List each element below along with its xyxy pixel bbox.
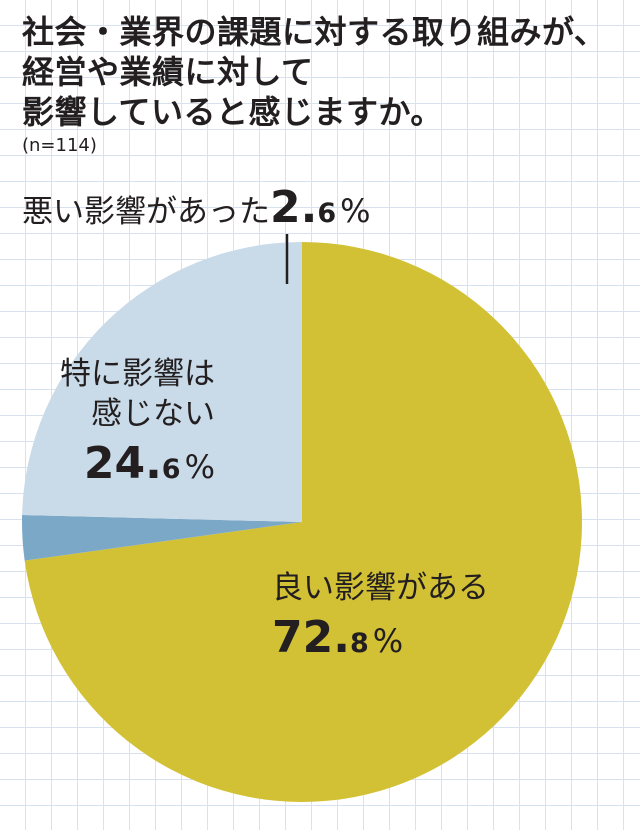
- chart-title-line-2: 経営や業績に対して: [22, 53, 314, 91]
- pie-slice-good: [24, 242, 582, 803]
- slice-label-good-line-1: 良い影響がある: [272, 570, 489, 606]
- chart-title-line-1: 社会・業界の課題に対する取り組みが、: [22, 13, 607, 51]
- pie-slice-none: [22, 242, 303, 522]
- sample-size-note: (n=114): [22, 135, 97, 156]
- slice-label-bad: 悪い影響があった2.6%: [22, 182, 371, 233]
- slice-label-none-line-2: 感じない: [91, 396, 215, 432]
- pie-slice-bad: [22, 514, 302, 561]
- slice-label-none-line-1: 特に影響は: [60, 356, 215, 392]
- chart-title-block: 社会・業界の課題に対する取り組みが、 経営や業績に対して 影響していると感じます…: [22, 12, 632, 158]
- slice-value-good: 72.8%: [272, 612, 403, 663]
- chart-title-line-3: 影響していると感じますか。: [22, 93, 443, 131]
- slice-value-none: 24.6%: [84, 438, 215, 489]
- pie-slices: [22, 234, 582, 803]
